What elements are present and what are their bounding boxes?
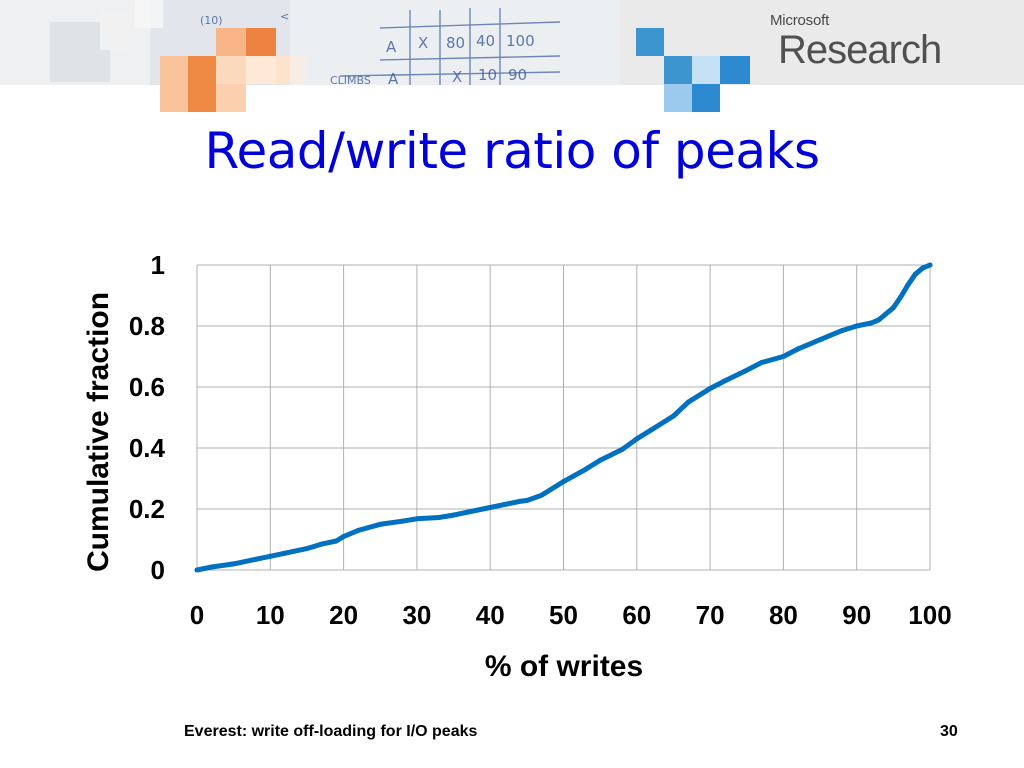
data-point bbox=[854, 323, 860, 329]
microsoft-research-logo: Microsoft Research bbox=[770, 8, 970, 72]
svg-text:80: 80 bbox=[446, 34, 465, 52]
data-point bbox=[634, 436, 640, 442]
data-point bbox=[561, 479, 566, 485]
data-points bbox=[194, 262, 933, 573]
data-point bbox=[517, 498, 523, 504]
data-point bbox=[744, 367, 750, 373]
data-point bbox=[648, 427, 654, 433]
svg-text:X: X bbox=[418, 34, 428, 52]
logo-company: Microsoft bbox=[770, 12, 830, 29]
x-tick-label: 10 bbox=[256, 600, 285, 630]
data-point bbox=[194, 567, 200, 573]
chart-grid bbox=[196, 264, 931, 571]
x-axis-label: % of writes bbox=[485, 650, 643, 683]
data-point bbox=[304, 546, 310, 552]
svg-text:CLIMBS: CLIMBS bbox=[330, 74, 371, 87]
x-tick-label: 70 bbox=[696, 600, 725, 630]
data-point bbox=[758, 360, 764, 366]
x-tick-label: 30 bbox=[402, 600, 431, 630]
data-point bbox=[209, 564, 215, 570]
header-banner: A X 80 40 100 A X 10 90 CLIMBS (10) < bbox=[0, 0, 1024, 118]
data-point bbox=[524, 497, 530, 503]
y-tick-label: 0.4 bbox=[129, 433, 166, 463]
data-point bbox=[319, 541, 325, 547]
data-point bbox=[473, 508, 479, 514]
y-tick-labels: 0 0.2 0.4 0.6 0.8 1 bbox=[129, 250, 166, 585]
svg-text:A: A bbox=[386, 38, 397, 56]
slide-title: Read/write ratio of peaks bbox=[204, 122, 821, 180]
data-point bbox=[253, 556, 259, 562]
data-point bbox=[282, 550, 288, 556]
data-point bbox=[502, 501, 508, 507]
data-point bbox=[780, 354, 786, 359]
data-point bbox=[707, 386, 713, 392]
svg-text:100: 100 bbox=[506, 32, 535, 50]
svg-text:40: 40 bbox=[476, 32, 495, 50]
footer-text: Everest: write off-loading for I/O peaks bbox=[184, 723, 478, 740]
data-point bbox=[905, 282, 911, 288]
data-point bbox=[619, 447, 625, 453]
x-tick-label: 0 bbox=[190, 600, 204, 630]
data-point bbox=[399, 518, 405, 524]
logo-division: Research bbox=[778, 28, 942, 72]
data-point bbox=[876, 317, 882, 323]
data-point bbox=[868, 320, 874, 326]
data-point bbox=[487, 504, 493, 510]
data-point bbox=[920, 265, 926, 271]
data-point bbox=[927, 262, 933, 268]
data-point bbox=[414, 516, 420, 522]
data-point bbox=[817, 337, 823, 343]
x-tick-label: 20 bbox=[329, 600, 358, 630]
data-point bbox=[597, 457, 603, 463]
data-point bbox=[231, 561, 237, 567]
data-point bbox=[722, 378, 728, 384]
x-tick-labels: 0 10 20 30 40 50 60 70 80 90 100 bbox=[190, 600, 952, 630]
cdf-chart: 0 0.2 0.4 0.6 0.8 1 0 10 20 30 40 50 60 70 80 90 100 % … bbox=[82, 250, 952, 683]
y-tick-label: 0.6 bbox=[129, 372, 165, 402]
data-point bbox=[355, 527, 361, 533]
data-point bbox=[341, 533, 347, 539]
data-point bbox=[912, 271, 918, 277]
x-tick-label: 80 bbox=[769, 600, 798, 630]
data-point bbox=[333, 538, 339, 544]
data-point bbox=[377, 521, 383, 527]
y-axis-label: Cumulative fraction bbox=[82, 292, 115, 572]
data-point bbox=[890, 305, 896, 311]
svg-text:90: 90 bbox=[508, 66, 527, 84]
data-point bbox=[898, 294, 904, 300]
svg-text:10: 10 bbox=[478, 66, 497, 84]
data-point bbox=[451, 512, 457, 518]
data-point bbox=[839, 328, 845, 334]
svg-text:<: < bbox=[280, 10, 289, 23]
data-point bbox=[685, 399, 691, 405]
data-point bbox=[582, 466, 588, 472]
x-tick-label: 60 bbox=[622, 600, 651, 630]
data-point bbox=[267, 553, 273, 559]
data-point bbox=[795, 346, 801, 352]
y-tick-label: 0.2 bbox=[129, 494, 165, 524]
y-tick-label: 1 bbox=[151, 250, 165, 280]
x-tick-label: 50 bbox=[549, 600, 578, 630]
svg-text:A: A bbox=[388, 70, 399, 88]
x-tick-label: 100 bbox=[908, 600, 951, 630]
x-tick-label: 90 bbox=[842, 600, 871, 630]
data-point bbox=[436, 515, 442, 521]
y-tick-label: 0 bbox=[151, 555, 165, 585]
page-number: 30 bbox=[940, 723, 958, 740]
x-tick-label: 40 bbox=[476, 600, 505, 630]
svg-text:(10): (10) bbox=[200, 14, 223, 27]
data-point bbox=[670, 413, 676, 419]
svg-text:X: X bbox=[452, 68, 462, 86]
y-tick-label: 0.8 bbox=[129, 311, 165, 341]
data-point bbox=[539, 492, 545, 498]
